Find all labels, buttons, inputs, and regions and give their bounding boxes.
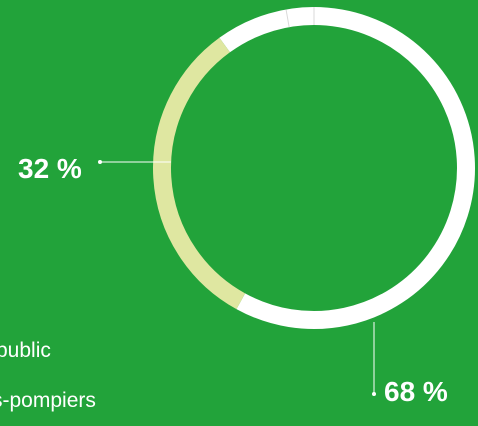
legend-item-s-pompiers: s-pompiers (0, 389, 96, 412)
data-label-public: 68 % (384, 376, 448, 407)
slice-public (219, 7, 475, 329)
slice-s-pompiers (153, 37, 246, 310)
donut-ring (153, 7, 475, 329)
data-label-s-pompiers: 32 % (18, 153, 82, 184)
leader-dot-s-pompiers (98, 160, 102, 164)
leader-dot-public (372, 392, 376, 396)
legend: public s-pompiers (0, 340, 96, 411)
legend-item-public: public (0, 339, 51, 362)
ring-separator (285, 9, 290, 28)
